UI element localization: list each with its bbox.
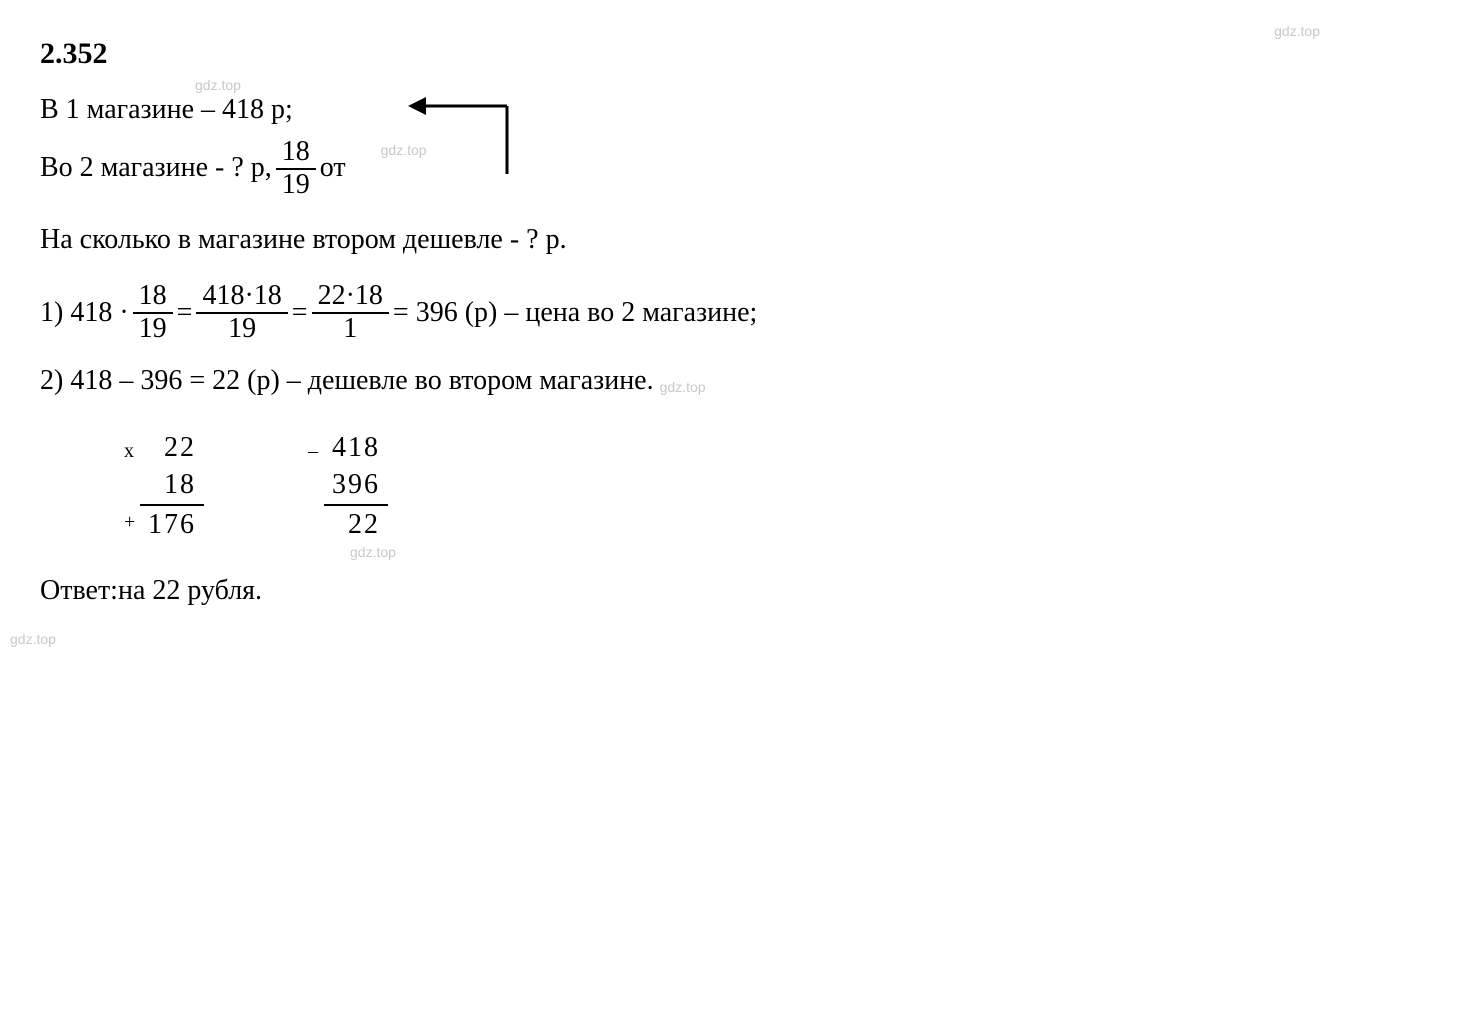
equals: = [292,291,308,336]
given-line-1: В 1 магазине – 418 р; [40,88,1440,133]
calc-row: 22 [324,504,388,544]
calc-row: 396 [324,466,388,504]
subtraction-column: – 418 396 22 gdz.top [324,429,388,544]
fraction-denominator: 1 [337,314,363,345]
watermark: gdz.top [350,541,396,563]
watermark: gdz.top [1274,20,1320,42]
watermark: gdz.top [10,628,1410,650]
fraction-numerator: 18 [276,137,316,170]
fraction-numerator: 418·18 [196,281,287,314]
problem-number: 2.352 [40,30,1440,78]
fraction-numerator: 18 [133,281,173,314]
fraction: 18 19 [133,281,173,345]
minus-sign: – [308,435,318,467]
given-line-3: На сколько в магазине втором дешевле - ?… [40,218,1440,263]
fraction-denominator: 19 [276,170,316,201]
fraction: 418·18 19 [196,281,287,345]
step2-text: 2) 418 – 396 = 22 (р) – дешевле во второ… [40,359,654,404]
answer-text: на 22 рубля. [118,569,262,614]
given-text-1: В 1 магазине – 418 р; [40,88,293,133]
calc-row: 418 [324,429,388,467]
given-text-2b: от [320,146,346,191]
equals: = [177,291,193,336]
step-2: 2) 418 – 396 = 22 (р) – дешевле во второ… [40,359,1440,404]
step1-suffix: = 396 (р) – цена во 2 магазине; [393,291,757,336]
watermark: gdz.top [381,139,427,161]
fraction-18-19: 18 19 [276,137,316,201]
fraction-denominator: 19 [222,314,262,345]
given-text-2a: Во 2 магазине - ? р, [40,146,272,191]
calc-row: 18 [140,466,204,504]
answer-line: Ответ: на 22 рубля. [40,569,1440,614]
answer-label: Ответ: [40,569,118,614]
vertical-calculations: х 22 18 176 + – 418 396 22 gdz.top [140,429,1440,544]
step-1: 1) 418 · 18 19 = 418·18 19 = 22·18 1 = 3… [40,281,1440,345]
given-line-2: Во 2 магазине - ? р, 18 19 от gdz.top [40,137,1440,201]
page-root: gdz.top 2.352 gdz.top В 1 магазине – 418… [40,30,1440,640]
fraction-denominator: 19 [133,314,173,345]
watermark: gdz.top [660,376,706,398]
fraction: 22·18 1 [312,281,389,345]
step1-prefix: 1) 418 · [40,291,129,336]
fraction-numerator: 22·18 [312,281,389,314]
given-block: gdz.top В 1 магазине – 418 р; Во 2 магаз… [40,88,1440,263]
calc-row: 176 [140,504,204,544]
calc-row: 22 [140,429,204,467]
given-text-3: На сколько в магазине втором дешевле - ?… [40,218,567,263]
multiply-sign: х [124,435,134,467]
plus-sign: + [124,506,135,538]
multiplication-column: х 22 18 176 + [140,429,204,544]
